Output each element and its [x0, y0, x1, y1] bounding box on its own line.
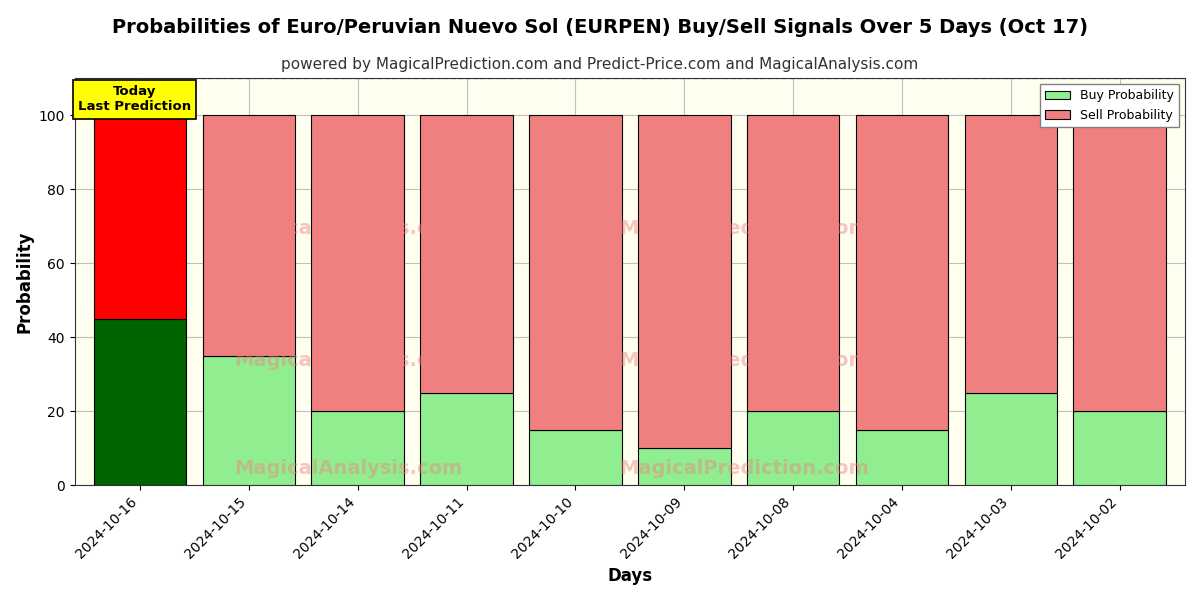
Bar [746, 411, 839, 485]
Y-axis label: Probability: Probability [16, 230, 34, 333]
Text: MagicalAnalysis.com: MagicalAnalysis.com [234, 458, 462, 478]
Text: MagicalAnalysis.com: MagicalAnalysis.com [234, 218, 462, 238]
Bar [746, 115, 839, 411]
Text: powered by MagicalPrediction.com and Predict-Price.com and MagicalAnalysis.com: powered by MagicalPrediction.com and Pre… [281, 57, 919, 72]
Bar [965, 115, 1057, 392]
Text: MagicalPrediction.com: MagicalPrediction.com [619, 458, 869, 478]
Bar [420, 392, 512, 485]
Bar [529, 430, 622, 485]
Bar [638, 115, 731, 448]
Bar [856, 430, 948, 485]
Bar [94, 115, 186, 319]
Text: Today
Last Prediction: Today Last Prediction [78, 85, 191, 113]
Bar [1074, 115, 1166, 411]
Text: MagicalPrediction.com: MagicalPrediction.com [619, 218, 869, 238]
Text: MagicalPrediction.com: MagicalPrediction.com [619, 350, 869, 370]
Text: MagicalAnalysis.com: MagicalAnalysis.com [234, 350, 462, 370]
Bar [203, 115, 295, 356]
Bar [856, 115, 948, 430]
Legend: Buy Probability, Sell Probability: Buy Probability, Sell Probability [1040, 84, 1178, 127]
X-axis label: Days: Days [607, 567, 653, 585]
Bar [965, 392, 1057, 485]
Bar [94, 319, 186, 485]
Bar [420, 115, 512, 392]
Bar [638, 448, 731, 485]
Bar [203, 356, 295, 485]
Bar [312, 411, 404, 485]
Text: Probabilities of Euro/Peruvian Nuevo Sol (EURPEN) Buy/Sell Signals Over 5 Days (: Probabilities of Euro/Peruvian Nuevo Sol… [112, 18, 1088, 37]
Bar [312, 115, 404, 411]
Bar [529, 115, 622, 430]
Bar [1074, 411, 1166, 485]
